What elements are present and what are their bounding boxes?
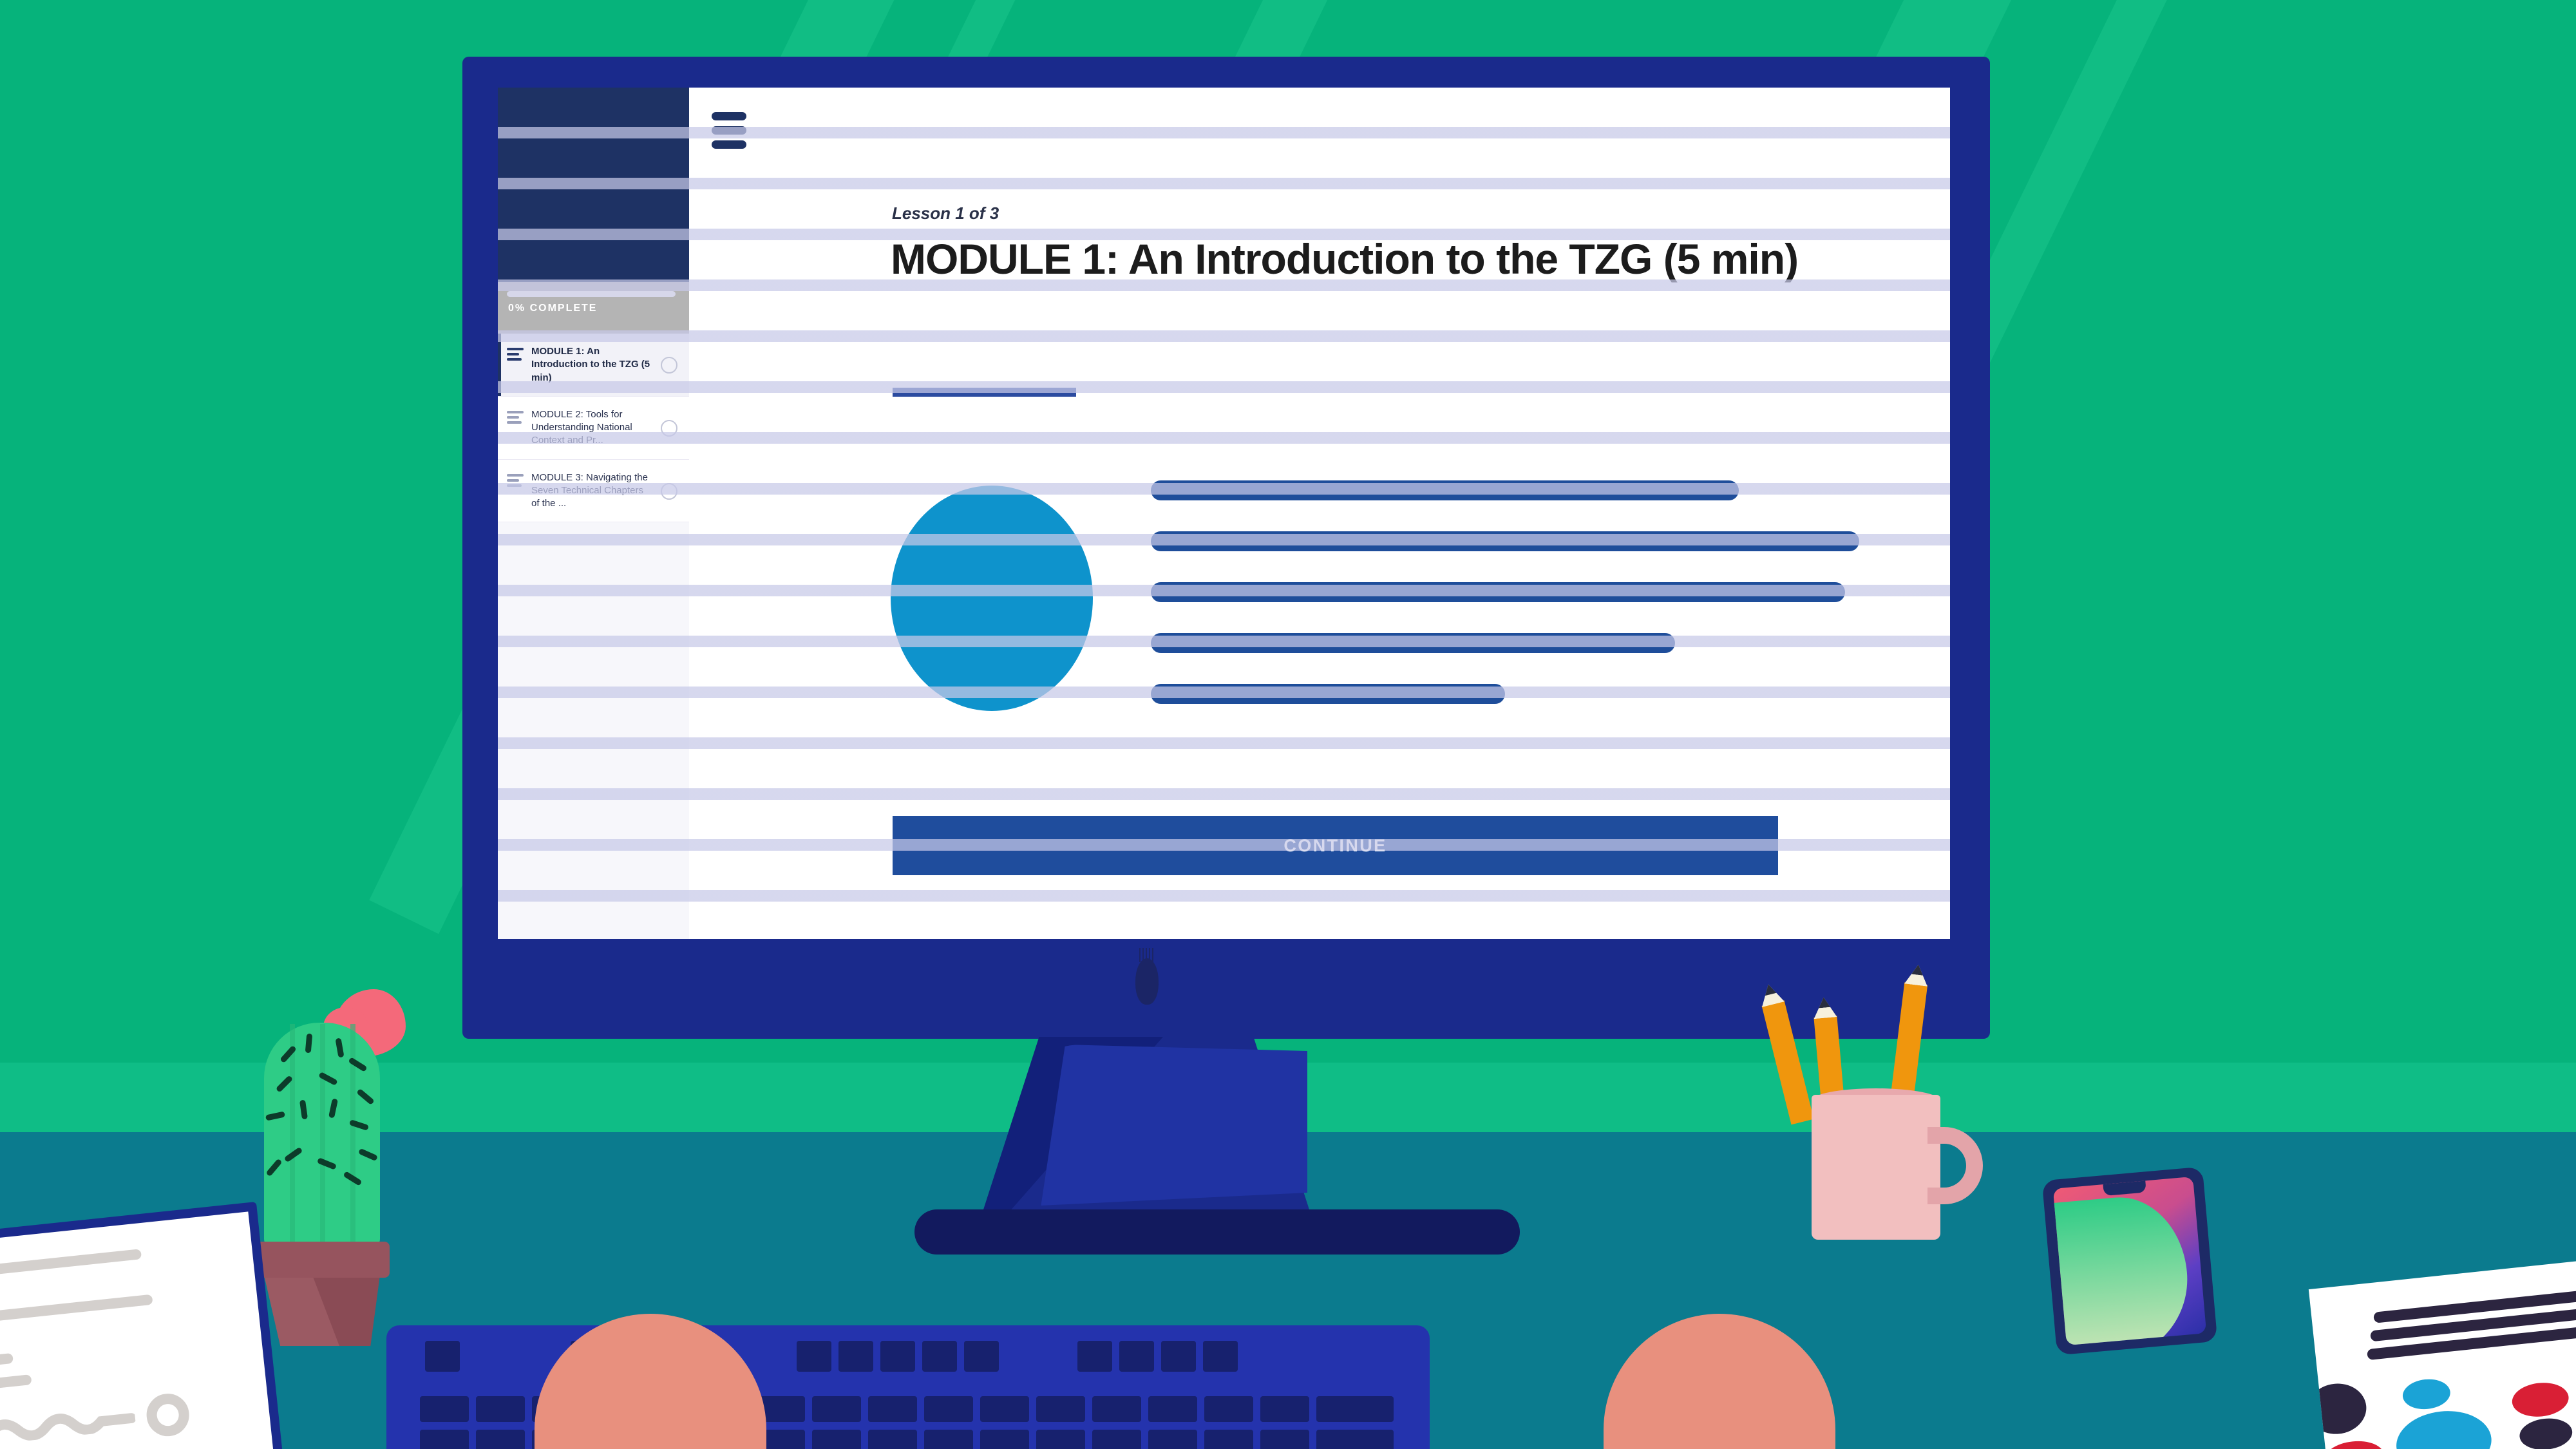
title-underline-accent: [893, 388, 1076, 397]
sidebar-item-label: MODULE 2: Tools for Understanding Nation…: [531, 408, 632, 446]
keyboard-key[interactable]: [868, 1396, 917, 1422]
mug-handle: [1927, 1127, 1983, 1204]
pencil-mug: [1768, 953, 1983, 1249]
placeholder-bar: [1151, 633, 1675, 653]
lesson-list-icon: [507, 471, 524, 489]
paper-dot: [2322, 1438, 2387, 1449]
pencil-lead: [1911, 964, 1924, 976]
keyboard-key[interactable]: [922, 1341, 957, 1372]
sidebar-item-module-3[interactable]: MODULE 3: Navigating the Seven Technical…: [498, 459, 689, 523]
keyboard-key[interactable]: [1204, 1396, 1253, 1422]
keyboard-key[interactable]: [1260, 1396, 1309, 1422]
lesson-counter: Lesson 1 of 3: [892, 204, 999, 223]
cactus-rib: [350, 1024, 355, 1249]
keyboard-key[interactable]: [1204, 1430, 1253, 1449]
cactus-rib: [320, 1024, 325, 1249]
placeholder-bar: [1151, 582, 1845, 602]
keyboard-key[interactable]: [420, 1430, 469, 1449]
notepad-line: [0, 1249, 142, 1286]
hero-text-placeholder-bars: [1151, 480, 1859, 735]
monitor-stand-highlight: [1041, 1045, 1307, 1206]
monitor: 0% COMPLETE MODULE 1: An Introduction to…: [462, 57, 1990, 1039]
smartphone-notch: [2103, 1180, 2146, 1197]
keyboard-key[interactable]: [838, 1341, 873, 1372]
circle-incomplete-icon: [661, 357, 677, 374]
circle-incomplete-icon: [661, 482, 677, 500]
smartphone: [2041, 1166, 2218, 1356]
notepad-squiggle: [0, 1413, 137, 1441]
monitor-screen: 0% COMPLETE MODULE 1: An Introduction to…: [498, 88, 1950, 939]
keyboard-key[interactable]: [1161, 1341, 1196, 1372]
page-title: MODULE 1: An Introduction to the TZG (5 …: [891, 235, 1799, 283]
notepad-line: [0, 1352, 14, 1376]
keyboard-key[interactable]: [924, 1430, 973, 1449]
mug-body: [1812, 1095, 1940, 1240]
keyboard-key[interactable]: [924, 1396, 973, 1422]
course-sidebar: 0% COMPLETE MODULE 1: An Introduction to…: [498, 88, 689, 939]
keyboard-key[interactable]: [476, 1430, 525, 1449]
lesson-list-icon: [507, 408, 524, 426]
lesson-hero-placeholder: [891, 480, 1921, 725]
module-list: MODULE 1: An Introduction to the TZG (5 …: [498, 334, 689, 523]
lesson-list-icon: [507, 345, 524, 363]
keyboard-key[interactable]: [1092, 1430, 1141, 1449]
pencil-lead: [1818, 997, 1830, 1009]
paper-dot: [2401, 1377, 2452, 1412]
paper-dot: [2518, 1416, 2574, 1449]
notepad-line: [0, 1294, 153, 1332]
keyboard-key[interactable]: [812, 1430, 861, 1449]
keyboard-key[interactable]: [1316, 1430, 1394, 1449]
keyboard-key[interactable]: [797, 1341, 831, 1372]
keyboard-key[interactable]: [980, 1430, 1029, 1449]
notepad: [0, 1202, 283, 1449]
keyboard-key[interactable]: [1260, 1430, 1309, 1449]
paper-dot: [2510, 1380, 2571, 1419]
keyboard-key[interactable]: [425, 1341, 460, 1372]
cactus-rib: [290, 1024, 295, 1249]
keyboard-key[interactable]: [1316, 1396, 1394, 1422]
pineapple-logo: [1135, 948, 1159, 1005]
keyboard-key[interactable]: [1119, 1341, 1154, 1372]
keyboard-key[interactable]: [964, 1341, 999, 1372]
circle-incomplete-icon: [661, 419, 677, 437]
keyboard-key[interactable]: [1077, 1341, 1112, 1372]
hamburger-menu-icon[interactable]: [712, 112, 746, 155]
keyboard-key[interactable]: [476, 1396, 525, 1422]
placeholder-bar: [1151, 480, 1739, 500]
placeholder-bar: [1151, 684, 1505, 704]
sidebar-item-module-1[interactable]: MODULE 1: An Introduction to the TZG (5 …: [498, 334, 689, 397]
sidebar-header-panel: [498, 88, 689, 282]
keyboard-key[interactable]: [1036, 1430, 1085, 1449]
progress-label: 0% COMPLETE: [508, 303, 598, 314]
keyboard-key[interactable]: [880, 1341, 915, 1372]
lesson-content: Lesson 1 of 3 MODULE 1: An Introduction …: [689, 88, 1950, 939]
smartphone-screen: [2052, 1176, 2207, 1346]
notepad-line: [0, 1374, 32, 1399]
course-progress: 0% COMPLETE: [498, 282, 689, 334]
sidebar-item-label: MODULE 3: Navigating the Seven Technical…: [531, 471, 648, 509]
monitor-stand-base: [914, 1209, 1520, 1255]
keyboard-key[interactable]: [1036, 1396, 1085, 1422]
keyboard-key[interactable]: [420, 1396, 469, 1422]
keyboard-key[interactable]: [868, 1430, 917, 1449]
cactus-plant: [229, 972, 415, 1346]
continue-button[interactable]: CONTINUE: [893, 816, 1778, 875]
notepad-circle-mark: [144, 1391, 191, 1439]
sidebar-item-label: MODULE 1: An Introduction to the TZG (5 …: [531, 346, 650, 383]
keyboard-key[interactable]: [980, 1396, 1029, 1422]
keyboard-key[interactable]: [1148, 1396, 1197, 1422]
keyboard-key[interactable]: [1203, 1341, 1238, 1372]
hero-circle-graphic: [891, 486, 1093, 711]
placeholder-bar: [1151, 531, 1859, 551]
pencil: [1762, 1000, 1814, 1125]
keyboard-key[interactable]: [812, 1396, 861, 1422]
keyboard-key[interactable]: [1092, 1396, 1141, 1422]
keyboard-key[interactable]: [1148, 1430, 1197, 1449]
paper-dot: [2393, 1406, 2495, 1449]
sidebar-item-module-2[interactable]: MODULE 2: Tools for Understanding Nation…: [498, 396, 689, 460]
progress-track: [507, 291, 676, 297]
cactus-pot-rim: [254, 1242, 390, 1278]
smartphone-wallpaper-shape: [2052, 1191, 2194, 1346]
